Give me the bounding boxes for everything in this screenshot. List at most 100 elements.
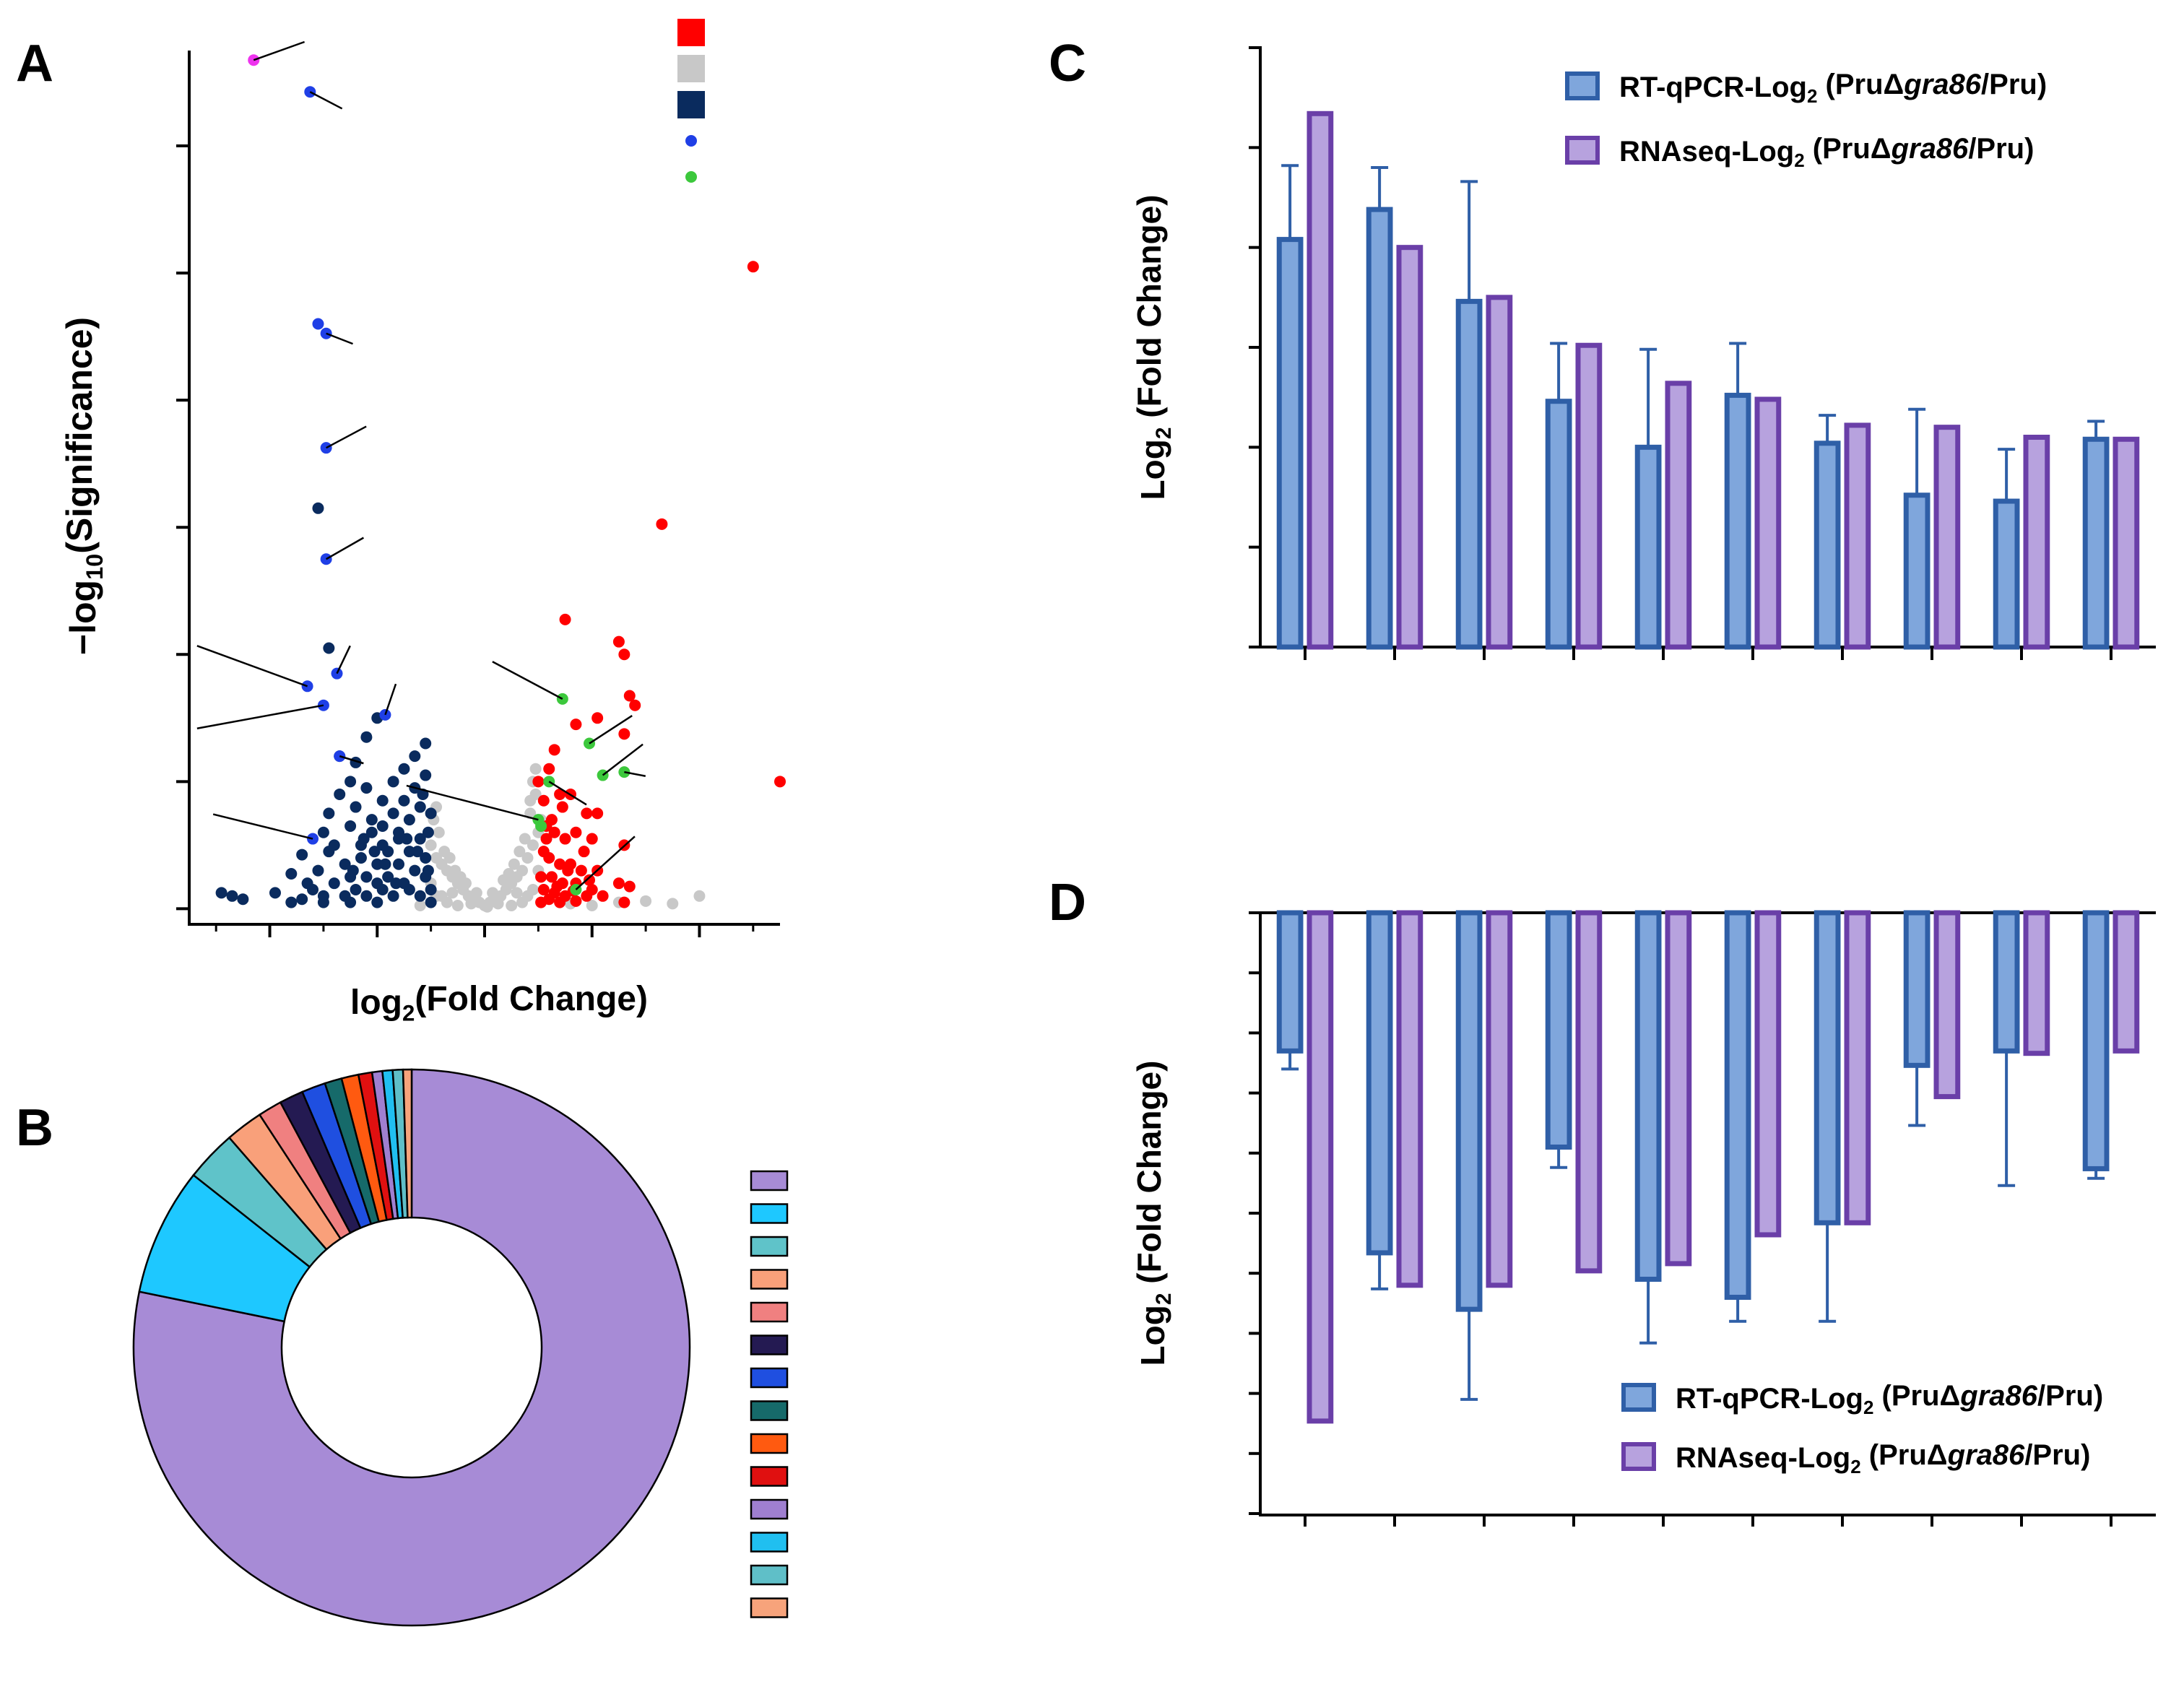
annotation-leader: [548, 781, 587, 806]
data-point-down: [285, 867, 298, 880]
bar-rt-qpcr: [1276, 237, 1304, 650]
localization-donut-chart: [132, 1068, 789, 1627]
x-axis-title-part-1: 2: [402, 1000, 415, 1025]
data-point-no-degs: [451, 899, 464, 911]
legend-label-part: (PruΔ: [1861, 1439, 1948, 1471]
bar-rnaseq: [1396, 245, 1424, 650]
legend-swatch: [750, 1498, 789, 1520]
annotation-leader: [253, 40, 306, 61]
data-point-up: [535, 871, 547, 883]
data-point-up: [578, 846, 590, 858]
bar-rnaseq: [1306, 110, 1334, 650]
legend-label-part: 2: [1794, 149, 1804, 171]
bar-rt-qpcr: [1903, 910, 1930, 1068]
legend-label-part: gra86: [1959, 1380, 2037, 1412]
data-point-down: [403, 814, 415, 826]
data-point-down: [323, 642, 335, 654]
data-point-up: [537, 883, 550, 895]
data-point-no-degs: [481, 900, 493, 913]
panel-label-c: C: [1049, 35, 1086, 92]
data-point-up: [584, 874, 596, 886]
legend-swatch: [750, 1564, 789, 1586]
legend-marker: [685, 135, 697, 147]
legend-label-part: gra86: [1947, 1439, 2025, 1471]
data-point-down: [347, 864, 359, 877]
data-point-up: [548, 826, 560, 838]
data-point-up: [570, 719, 582, 731]
bar-rt-qpcr: [1455, 298, 1483, 650]
data-point-no-degs: [529, 763, 542, 775]
bar-rnaseq: [1665, 910, 1692, 1267]
bar-rt-qpcr: [1545, 910, 1572, 1150]
legend-label-part: 2: [1807, 85, 1817, 107]
y-axis-title-part-2: (Fold Change): [1130, 195, 1168, 427]
y-axis-title-part-1: 2: [1152, 1293, 1176, 1306]
legend-swatch: [677, 19, 705, 46]
data-point-down: [317, 826, 329, 838]
legend-label-part: 2: [1850, 1456, 1860, 1477]
legend-label-part: (PruΔ: [1873, 1380, 1960, 1412]
legend-label-part: /Pru): [1981, 69, 2047, 100]
data-point-no-degs: [465, 898, 477, 910]
data-point-down: [360, 890, 373, 902]
data-point-down: [420, 737, 432, 750]
data-point-no-degs: [425, 839, 437, 851]
annotation-leader: [406, 784, 539, 821]
bar-rnaseq: [1486, 910, 1513, 1288]
legend-swatch: [1621, 1383, 1656, 1412]
data-point-down: [344, 776, 357, 788]
data-point-up: [540, 833, 552, 845]
data-point-up: [551, 880, 563, 893]
bar-rt-qpcr: [1634, 444, 1662, 650]
downregulated-bar-chart: Log2 (Fold Change)RT-qPCR-Log2 (PruΔgra8…: [1130, 910, 2156, 1527]
data-point-down: [269, 887, 281, 899]
data-point-down: [409, 750, 421, 763]
data-point-down: [334, 788, 346, 800]
data-point-down: [393, 826, 405, 838]
data-point-down: [328, 877, 340, 890]
legend-label-part: gra86: [1891, 133, 1969, 165]
data-point-down: [350, 883, 362, 895]
y-axis-title: −log10(Significance): [59, 317, 108, 655]
upregulated-bar-chart: Log2 (Fold Change)RT-qPCR-Log2 (PruΔgra8…: [1130, 46, 2156, 660]
data-point-down: [368, 846, 381, 858]
bar-rnaseq: [1575, 910, 1603, 1274]
data-point-no-degs: [443, 851, 456, 864]
data-point-down: [393, 858, 405, 870]
data-point-up: [575, 864, 587, 877]
data-point-no-degs: [521, 890, 534, 902]
x-axis-title: log2(Fold Change): [350, 980, 648, 1025]
data-point-down: [296, 893, 308, 906]
bar-rt-qpcr: [1276, 910, 1304, 1054]
data-point-up: [535, 896, 547, 908]
legend-label: RT-qPCR-Log2 (PruΔgra86/Pru): [1619, 69, 2047, 107]
data-point-no-degs: [693, 890, 706, 902]
legend-swatch: [750, 1532, 789, 1553]
data-point-up: [612, 635, 625, 648]
data-point-down: [296, 848, 308, 861]
data-point-down: [412, 846, 424, 858]
x-axis-title-part-0: log: [350, 984, 402, 1022]
bar-rt-qpcr: [1455, 910, 1483, 1312]
data-point-down: [376, 839, 389, 851]
data-point-up: [545, 814, 558, 826]
data-point-up: [592, 712, 604, 724]
legend-label: RT-qPCR-Log2 (PruΔgra86/Pru): [1676, 1380, 2103, 1418]
legend-label-part: RT-qPCR-Log: [1619, 71, 1807, 103]
legend-label-part: RNAseq-Log: [1676, 1442, 1850, 1474]
annotation-leader: [196, 704, 324, 729]
data-point-down: [414, 833, 426, 845]
data-point-down: [379, 858, 391, 870]
x-axis-title-part-2: (Fold Change): [415, 980, 648, 1018]
annotation-leader: [624, 771, 646, 777]
y-axis-title-part-1: 2: [1152, 427, 1176, 440]
data-point-down: [360, 782, 373, 794]
data-point-up: [618, 648, 630, 661]
bar-rnaseq: [1933, 425, 1961, 650]
data-point-no-degs: [519, 833, 531, 845]
data-point-down: [425, 807, 437, 820]
bar-rt-qpcr: [1814, 440, 1841, 650]
bar-rt-qpcr: [1545, 399, 1572, 650]
y-axis-title-part-2: (Fold Change): [1130, 1061, 1168, 1293]
legend-label-part: 2: [1863, 1397, 1873, 1418]
